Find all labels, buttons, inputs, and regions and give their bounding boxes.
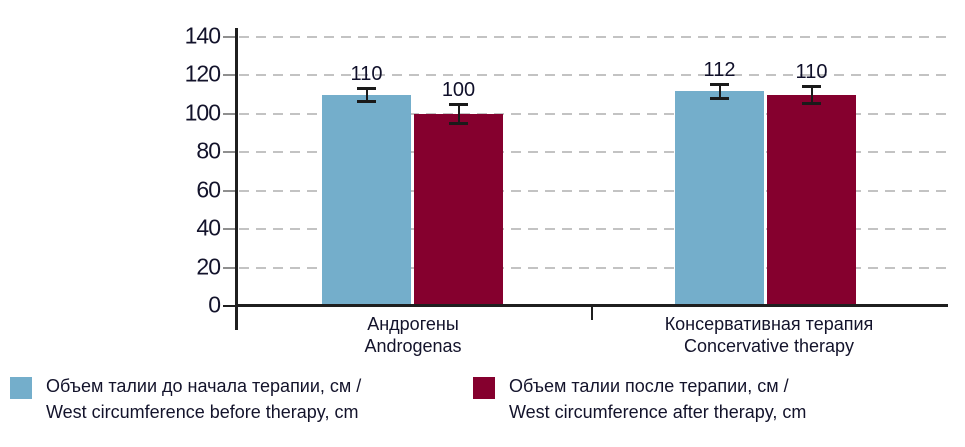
gridline [239, 151, 948, 154]
gridline [239, 228, 948, 231]
bar-value-label: 112 [703, 59, 736, 82]
error-bar-cap-top [710, 83, 729, 87]
x-category-label-ru: Консервативная терапия [664, 314, 874, 334]
y-axis-line [235, 28, 238, 330]
y-axis-tick-label: 120 [184, 60, 221, 87]
x-category-label-conservative: Консервативная терапия Concervative ther… [665, 313, 874, 357]
bar [322, 94, 411, 306]
legend-item-after-therapy: Объем талии после терапии, см / West cir… [473, 376, 806, 425]
error-bar-cap-bottom [710, 96, 729, 100]
y-axis-tick [223, 36, 236, 38]
gridline [239, 189, 948, 192]
legend-label-before-therapy: Объем талии до начала терапии, см / West… [46, 373, 361, 425]
error-bar-line [810, 85, 813, 104]
y-axis-tick [223, 74, 236, 77]
y-axis-tick [223, 151, 236, 154]
y-axis-tick-label: 140 [184, 22, 221, 49]
gridline [239, 112, 948, 115]
legend-label-ru: Объем талии до начала терапии, см / [46, 376, 362, 396]
legend-item-before-therapy: Объем талии до начала терапии, см / West… [10, 376, 361, 425]
bar [767, 94, 856, 306]
error-bar-line [365, 87, 368, 102]
gridline [239, 74, 948, 77]
y-axis-tick [223, 112, 236, 115]
error-bar-line [457, 104, 460, 124]
y-axis-tick [223, 228, 236, 231]
x-category-label-en: Concervative therapy [683, 336, 855, 356]
y-axis-tick [223, 305, 236, 307]
legend-label-en: West circumference before therapy, cm [46, 402, 359, 422]
bar-value-label: 110 [350, 62, 383, 85]
legend-label-after-therapy: Объем талии после терапии, см / West cir… [509, 373, 806, 425]
gridline [239, 266, 948, 269]
bar-value-label: 110 [795, 60, 828, 83]
y-axis-tick-label: 80 [196, 137, 221, 164]
x-axis-line [235, 304, 948, 307]
y-axis-tick [223, 189, 236, 192]
y-axis-tick-label: 20 [196, 252, 221, 279]
error-bar-line [718, 84, 721, 98]
x-category-label-androgens: Андрогены Androgenas [364, 313, 461, 357]
legend-swatch-after-therapy [473, 377, 495, 399]
y-axis-tick-label: 40 [196, 214, 221, 241]
error-bar-cap-top [802, 84, 821, 88]
legend-swatch-before-therapy [10, 377, 32, 399]
y-axis-tick-label: 60 [196, 176, 221, 203]
bar [414, 113, 503, 306]
gridline [239, 36, 948, 38]
bar-value-label: 100 [441, 79, 476, 102]
x-axis-category-separator-tick [591, 306, 593, 320]
error-bar-cap-bottom [449, 122, 468, 126]
legend-label-en: West circumference after therapy, cm [509, 402, 807, 422]
error-bar-cap-bottom [357, 100, 376, 104]
error-bar-cap-top [357, 86, 376, 90]
error-bar-cap-top [449, 103, 468, 107]
x-category-label-en: Androgenas [364, 336, 462, 356]
error-bar-cap-bottom [802, 102, 821, 106]
bar [675, 90, 764, 306]
legend-label-ru: Объем талии после терапии, см / [509, 376, 789, 396]
y-axis-tick [223, 266, 236, 269]
y-axis-tick-label: 0 [208, 291, 221, 318]
x-category-label-ru: Андрогены [367, 314, 459, 334]
y-axis-tick-label: 100 [184, 99, 221, 126]
